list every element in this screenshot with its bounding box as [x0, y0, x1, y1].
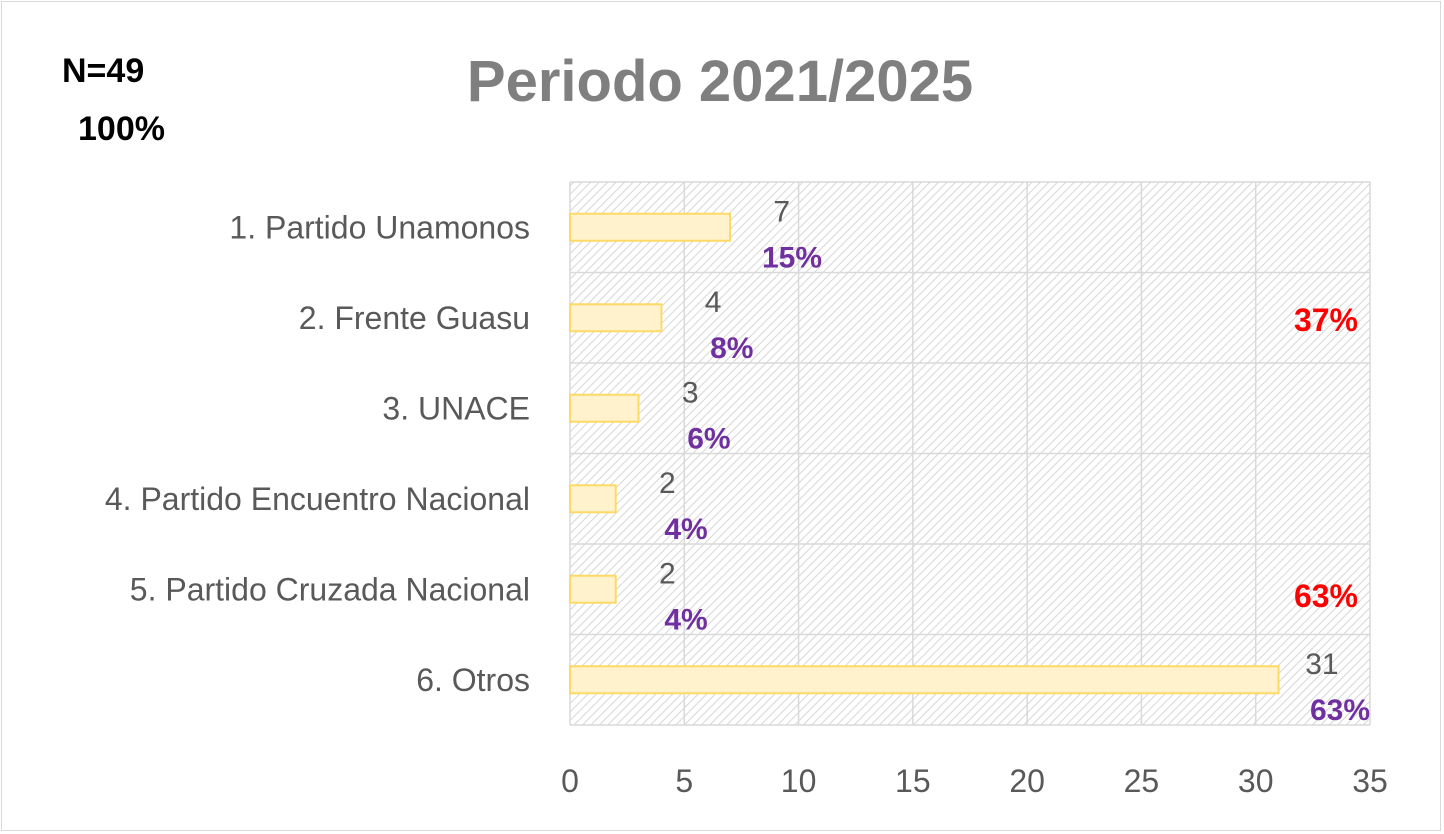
value-label: 31: [1305, 648, 1338, 681]
labels: 1. Partido Unamonos 7 15% 2. Frente Guasu 4 8…: [105, 195, 1370, 727]
x-tick-label: 15: [895, 763, 931, 799]
x-tick-label: 5: [675, 763, 693, 799]
category-label: 3. UNACE: [382, 390, 530, 426]
value-label: 7: [773, 195, 790, 228]
x-tick-label: 20: [1009, 763, 1045, 799]
percent-label: 4%: [664, 603, 707, 636]
bar: [569, 574, 617, 604]
category-label: 1. Partido Unamonos: [229, 209, 530, 245]
bar: [569, 665, 1280, 695]
bar: [569, 393, 640, 423]
value-label: 2: [659, 467, 676, 500]
percent-label: 4%: [664, 513, 707, 546]
category-label: 2. Frente Guasu: [299, 300, 530, 336]
category-label: 5. Partido Cruzada Nacional: [130, 571, 530, 607]
group-percent-label-1: 37%: [1294, 302, 1358, 338]
total-percent-note: 100%: [78, 110, 165, 148]
group-percent-label-2: 63%: [1294, 578, 1358, 614]
category-label: 6. Otros: [416, 662, 530, 698]
chart-title: Periodo 2021/2025: [0, 48, 1444, 115]
percent-label: 63%: [1310, 694, 1370, 727]
value-label: 2: [659, 557, 676, 590]
grid-lines: 0 5 10 15 20 25 30 35: [561, 181, 1388, 799]
x-tick-label: 25: [1124, 763, 1160, 799]
percent-label: 8%: [710, 332, 753, 365]
x-tick-label: 30: [1238, 763, 1274, 799]
bar: [569, 484, 617, 514]
bar: [569, 303, 663, 333]
x-tick-label: 0: [561, 763, 579, 799]
bars: [569, 212, 1280, 695]
percent-label: 15%: [762, 241, 822, 274]
value-label: 4: [705, 286, 722, 319]
category-label: 4. Partido Encuentro Nacional: [105, 481, 530, 517]
x-tick-label: 35: [1352, 763, 1388, 799]
sample-size-note: N=49: [62, 52, 145, 90]
percent-label: 6%: [687, 422, 730, 455]
x-tick-label: 10: [781, 763, 817, 799]
value-label: 3: [682, 376, 699, 409]
chart-title-text: Periodo 2021/2025: [466, 49, 974, 114]
bar: [569, 212, 731, 242]
